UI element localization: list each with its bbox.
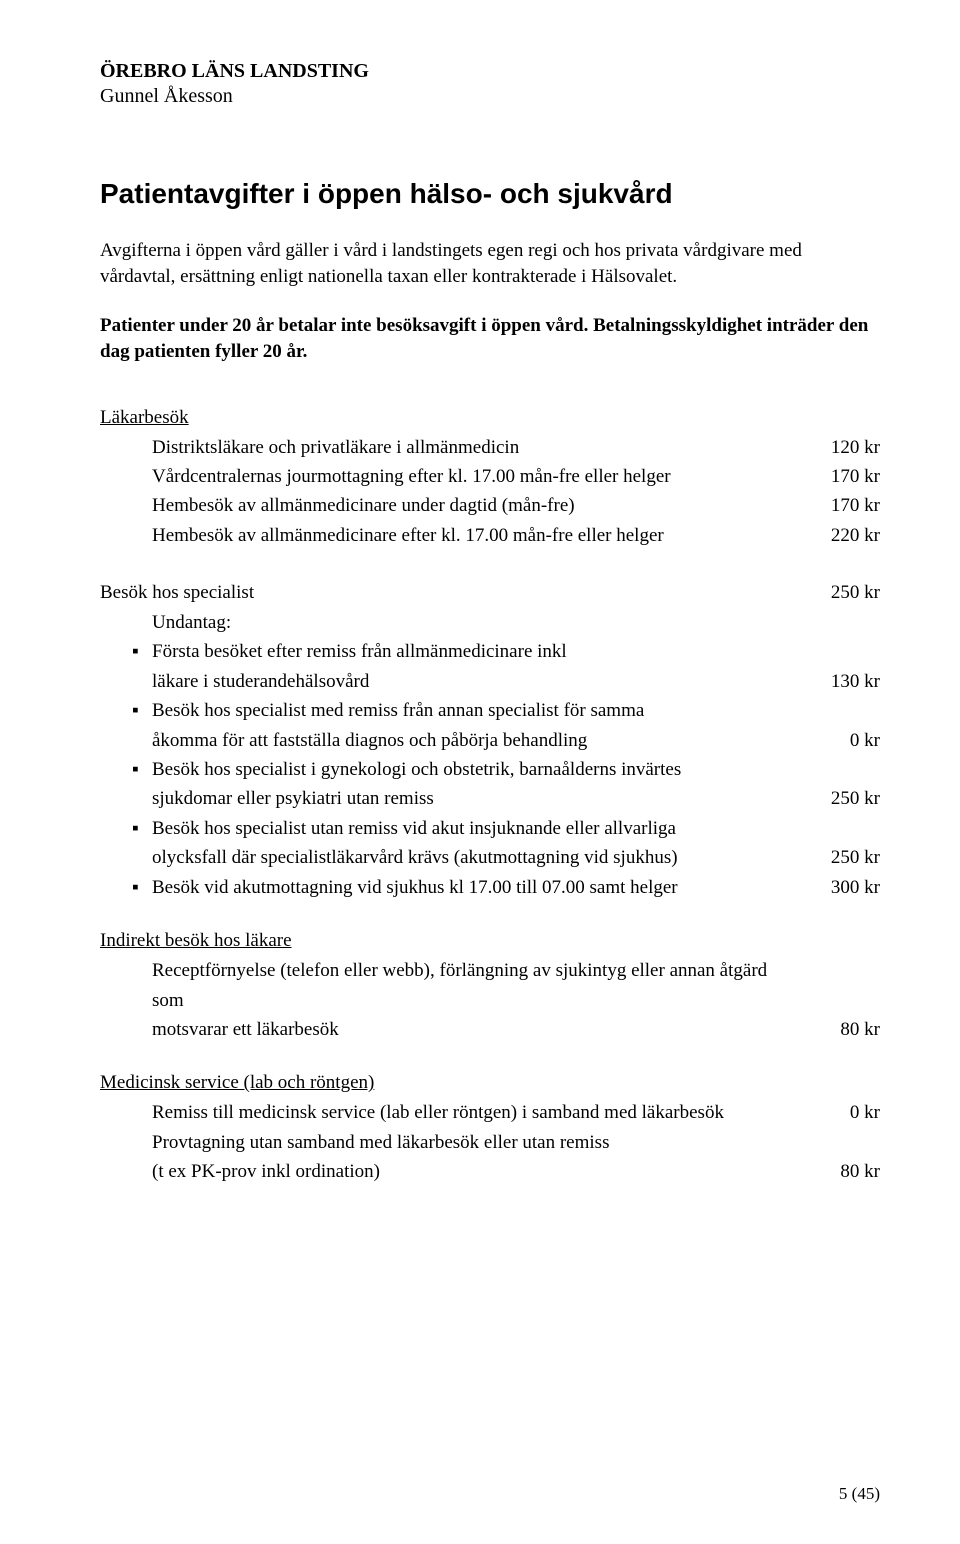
fee-label: ▪Besök hos specialist med remiss från an… <box>100 696 800 725</box>
fee-row: Vårdcentralernas jourmottagning efter kl… <box>100 462 880 491</box>
fee-row: sjukdomar eller psykiatri utan remiss 25… <box>100 784 880 813</box>
fee-price: 300 kr <box>800 873 880 902</box>
fee-price: 250 kr <box>800 784 880 813</box>
fee-row: ▪Första besöket efter remiss från allmän… <box>100 637 880 666</box>
fee-price <box>800 696 880 725</box>
fee-price: 80 kr <box>800 1015 880 1044</box>
bullet-icon: ▪ <box>132 637 152 666</box>
fee-price: 220 kr <box>800 521 880 550</box>
fee-label-text: Besök hos specialist utan remiss vid aku… <box>152 818 676 839</box>
specialist-heading-row: Besök hos specialist 250 kr <box>100 578 880 607</box>
bullet-icon: ▪ <box>132 814 152 843</box>
fee-row: (t ex PK-prov inkl ordination) 80 kr <box>100 1157 880 1186</box>
bullet-icon: ▪ <box>132 696 152 725</box>
fee-row: olycksfall där specialistläkarvård krävs… <box>100 843 880 872</box>
fee-price: 170 kr <box>800 491 880 520</box>
page-title: Patientavgifter i öppen hälso- och sjukv… <box>100 178 880 210</box>
fee-label-text: Första besöket efter remiss från allmänm… <box>152 641 567 662</box>
fee-row: ▪Besök hos specialist i gynekologi och o… <box>100 755 880 784</box>
fee-price: 130 kr <box>800 667 880 696</box>
undantag-label: Undantag: <box>100 608 880 637</box>
fee-label: Besök hos specialist <box>100 578 800 607</box>
fee-price <box>800 1128 880 1157</box>
fee-label: läkare i studerandehälsovård <box>100 667 800 696</box>
section-lakarbesok: Distriktsläkare och privatläkare i allmä… <box>100 433 880 551</box>
fee-price: 80 kr <box>800 1157 880 1186</box>
fee-label: ▪Första besöket efter remiss från allmän… <box>100 637 800 666</box>
fee-price <box>800 755 880 784</box>
fee-label: åkomma för att fastställa diagnos och på… <box>100 726 800 755</box>
fee-row: ▪Besök vid akutmottagning vid sjukhus kl… <box>100 873 880 902</box>
fee-label-text: Besök hos specialist i gynekologi och ob… <box>152 759 681 780</box>
fee-price <box>800 814 880 843</box>
section-medserv-heading: Medicinsk service (lab och röntgen) <box>100 1072 880 1094</box>
fee-row: Remiss till medicinsk service (lab eller… <box>100 1098 880 1127</box>
intro-paragraph: Avgifterna i öppen vård gäller i vård i … <box>100 238 880 289</box>
header-name: Gunnel Åkesson <box>100 85 880 108</box>
section-medserv: Remiss till medicinsk service (lab eller… <box>100 1098 880 1186</box>
bullet-icon: ▪ <box>132 873 152 902</box>
fee-label: ▪Besök vid akutmottagning vid sjukhus kl… <box>100 873 800 902</box>
fee-label: Receptförnyelse (telefon eller webb), fö… <box>100 956 800 1015</box>
fee-row: motsvarar ett läkarbesök 80 kr <box>100 1015 880 1044</box>
fee-row: läkare i studerandehälsovård 130 kr <box>100 667 880 696</box>
fee-label: Hembesök av allmänmedicinare under dagti… <box>100 491 800 520</box>
section-specialist: Besök hos specialist 250 kr Undantag: ▪F… <box>100 578 880 902</box>
fee-label-text: Besök vid akutmottagning vid sjukhus kl … <box>152 877 678 898</box>
fee-label: Hembesök av allmänmedicinare efter kl. 1… <box>100 521 800 550</box>
fee-price: 0 kr <box>800 726 880 755</box>
bullet-icon: ▪ <box>132 755 152 784</box>
fee-label: sjukdomar eller psykiatri utan remiss <box>100 784 800 813</box>
fee-row: ▪Besök hos specialist med remiss från an… <box>100 696 880 725</box>
fee-label-text: Besök hos specialist med remiss från ann… <box>152 700 644 721</box>
age-rule-paragraph: Patienter under 20 år betalar inte besök… <box>100 313 880 364</box>
fee-price: 250 kr <box>800 578 880 607</box>
fee-row: Distriktsläkare och privatläkare i allmä… <box>100 433 880 462</box>
fee-row: Provtagning utan samband med läkarbesök … <box>100 1128 880 1157</box>
fee-row: ▪Besök hos specialist utan remiss vid ak… <box>100 814 880 843</box>
fee-row: Receptförnyelse (telefon eller webb), fö… <box>100 956 880 1015</box>
fee-price <box>800 637 880 666</box>
fee-price: 0 kr <box>800 1098 880 1127</box>
fee-row: Hembesök av allmänmedicinare efter kl. 1… <box>100 521 880 550</box>
fee-label: ▪Besök hos specialist utan remiss vid ak… <box>100 814 800 843</box>
fee-price: 120 kr <box>800 433 880 462</box>
fee-label: motsvarar ett läkarbesök <box>100 1015 800 1044</box>
header-org: ÖREBRO LÄNS LANDSTING <box>100 60 880 83</box>
section-indirekt-heading: Indirekt besök hos läkare <box>100 930 880 952</box>
section-indirekt: Receptförnyelse (telefon eller webb), fö… <box>100 956 880 1044</box>
fee-label: olycksfall där specialistläkarvård krävs… <box>100 843 800 872</box>
fee-label: (t ex PK-prov inkl ordination) <box>100 1157 800 1186</box>
fee-label: Vårdcentralernas jourmottagning efter kl… <box>100 462 800 491</box>
fee-label: Remiss till medicinsk service (lab eller… <box>100 1098 800 1127</box>
fee-row: åkomma för att fastställa diagnos och på… <box>100 726 880 755</box>
fee-price: 170 kr <box>800 462 880 491</box>
fee-label: ▪Besök hos specialist i gynekologi och o… <box>100 755 800 784</box>
fee-price <box>800 956 880 1015</box>
fee-label: Distriktsläkare och privatläkare i allmä… <box>100 433 800 462</box>
page-header: ÖREBRO LÄNS LANDSTING Gunnel Åkesson <box>100 60 880 108</box>
fee-label: Provtagning utan samband med läkarbesök … <box>100 1128 800 1157</box>
fee-row: Hembesök av allmänmedicinare under dagti… <box>100 491 880 520</box>
fee-price: 250 kr <box>800 843 880 872</box>
page-number: 5 (45) <box>839 1484 880 1504</box>
section-lakarbesok-heading: Läkarbesök <box>100 407 880 429</box>
